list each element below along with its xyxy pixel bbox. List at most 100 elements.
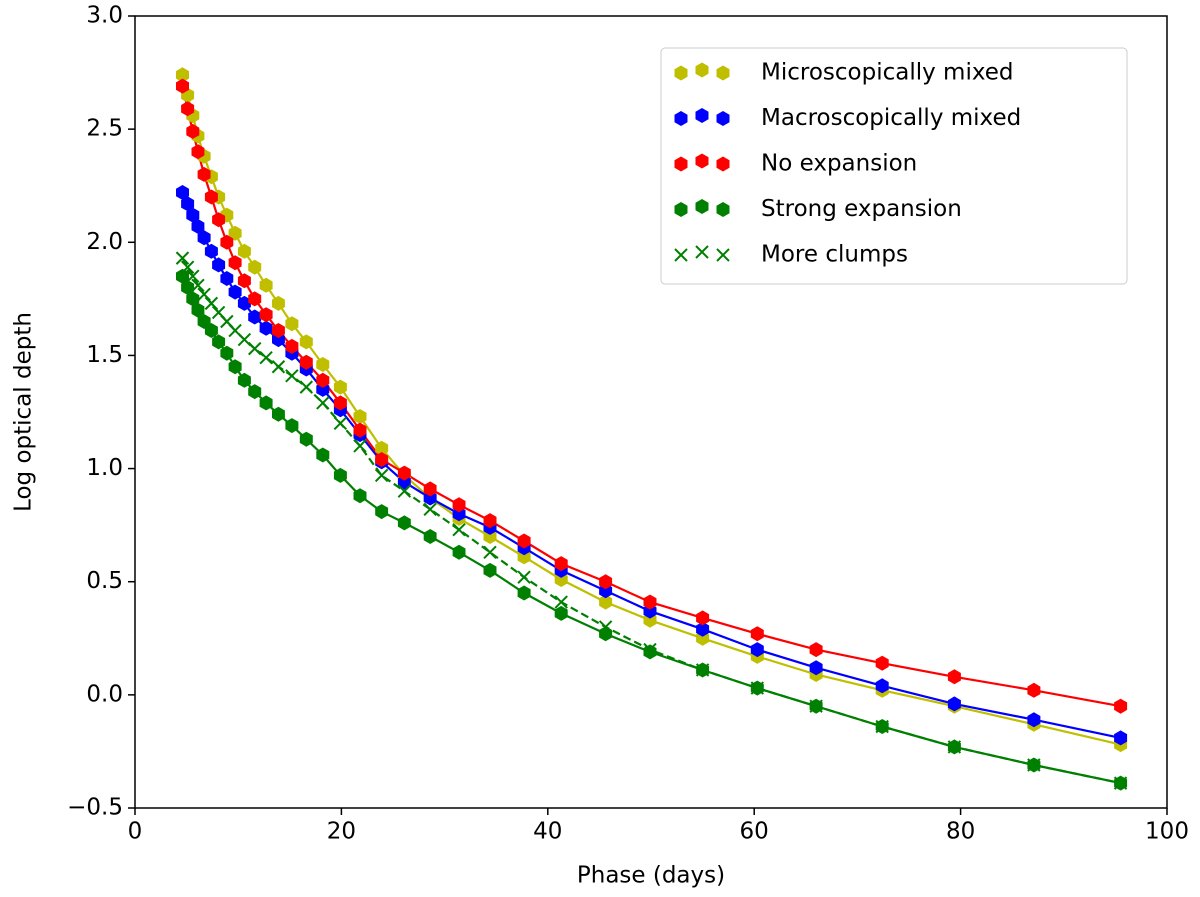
data-point — [285, 369, 299, 383]
data-point — [212, 334, 226, 350]
data-point — [191, 302, 205, 318]
legend-marker — [695, 62, 709, 78]
series-line — [181, 192, 1121, 739]
data-point — [248, 341, 262, 356]
data-point — [186, 207, 200, 223]
data-point — [259, 307, 273, 323]
series-line — [181, 275, 1121, 785]
data-point — [197, 314, 211, 329]
data-point — [316, 357, 330, 372]
data-point — [271, 360, 286, 374]
data-point — [695, 663, 710, 677]
legend-label: Microscopically mixed — [761, 60, 1013, 86]
y-axis-label: Log optical depth — [11, 312, 37, 512]
data-point — [237, 273, 251, 289]
y-tick-label: 1.5 — [86, 342, 123, 368]
data-point — [483, 545, 497, 560]
data-point — [599, 594, 613, 610]
data-point — [375, 452, 389, 467]
data-point — [212, 212, 226, 228]
legend-marker — [716, 65, 730, 81]
data-point — [204, 189, 218, 205]
data-point — [299, 380, 314, 394]
data-point — [397, 465, 411, 481]
data-point — [204, 243, 218, 259]
data-point — [875, 719, 889, 734]
data-point — [1114, 698, 1128, 714]
data-point — [483, 562, 497, 578]
data-point — [750, 681, 765, 695]
data-point — [452, 522, 466, 537]
data-point — [316, 372, 330, 388]
data-point — [248, 384, 262, 400]
data-point — [220, 345, 234, 361]
data-point — [517, 585, 531, 601]
data-point — [423, 502, 437, 517]
data-point — [423, 481, 437, 497]
data-point — [228, 255, 242, 271]
legend-marker — [674, 248, 688, 262]
data-point — [643, 644, 657, 660]
data-point — [176, 268, 189, 284]
x-tick-label: 80 — [946, 819, 975, 845]
data-point — [191, 144, 205, 160]
data-point — [176, 67, 189, 83]
legend-marker — [674, 202, 688, 217]
y-tick-label: 3.0 — [86, 3, 123, 29]
data-point — [1027, 712, 1041, 728]
data-point — [248, 291, 262, 307]
data-point — [220, 234, 234, 250]
data-point — [452, 497, 466, 513]
data-point — [299, 354, 313, 370]
data-point — [204, 296, 219, 311]
legend-label: Macroscopically mixed — [761, 105, 1021, 131]
x-tick-label: 40 — [533, 819, 562, 845]
data-point — [353, 439, 367, 453]
data-point — [333, 395, 347, 411]
data-point — [696, 621, 710, 637]
data-point — [599, 574, 613, 590]
data-point — [374, 468, 389, 483]
data-point — [285, 316, 299, 332]
data-point — [248, 259, 262, 275]
legend-label: More clumps — [761, 242, 908, 268]
data-point — [204, 323, 218, 338]
data-point — [483, 513, 497, 529]
series-line — [181, 85, 1121, 708]
data-point — [599, 626, 613, 642]
data-point — [353, 422, 367, 438]
legend-marker — [695, 108, 709, 123]
data-point — [186, 123, 200, 139]
x-tick-label: 20 — [327, 819, 356, 845]
data-point — [1113, 776, 1128, 790]
data-point — [875, 678, 889, 694]
data-point — [947, 696, 961, 712]
series-line — [181, 257, 1121, 785]
data-point — [181, 196, 195, 212]
data-point — [517, 570, 531, 584]
y-tick-label: −0.5 — [67, 795, 123, 821]
data-point — [750, 626, 764, 642]
data-point — [237, 243, 251, 259]
data-point — [750, 642, 764, 658]
legend-marker — [695, 153, 709, 169]
data-point — [809, 642, 823, 658]
data-point — [228, 284, 242, 300]
data-point — [259, 277, 273, 293]
legend-marker — [716, 156, 730, 172]
data-point — [259, 395, 273, 411]
plot-frame — [134, 15, 1168, 809]
data-point — [212, 257, 226, 273]
data-point — [176, 78, 189, 94]
data-point — [875, 655, 889, 671]
data-point — [180, 260, 195, 274]
data-point — [1114, 730, 1128, 746]
legend-marker — [716, 111, 730, 126]
y-tick-label: 0.0 — [86, 681, 123, 707]
y-tick-label: 0.5 — [86, 568, 123, 594]
data-point — [220, 271, 234, 286]
data-point — [333, 416, 348, 431]
data-point — [197, 166, 211, 182]
legend-marker — [716, 202, 730, 217]
